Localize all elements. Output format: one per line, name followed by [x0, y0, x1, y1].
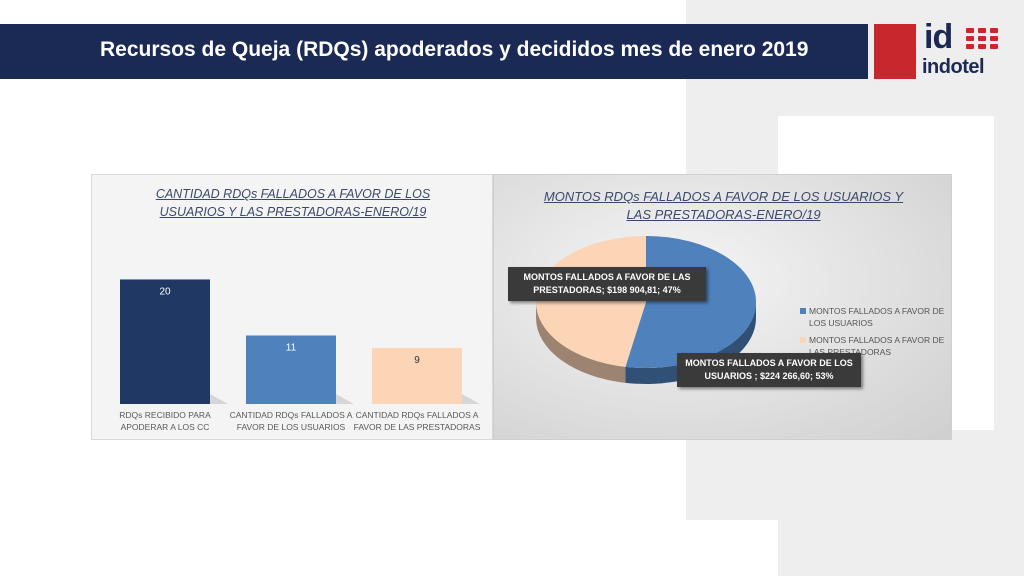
- bar-shadow: [210, 394, 228, 404]
- title-banner: [0, 24, 868, 79]
- legend-label-line-2: LAS PRESTADORAS: [809, 347, 892, 357]
- pie-legend: MONTOS FALLADOS A FAVOR DE LOS USUARIOS …: [800, 305, 950, 363]
- pie-chart-panel: MONTOS RDQs FALLADOS A FAVOR DE LOS USUA…: [493, 174, 952, 440]
- category-label: CANTIDAD RDQs FALLADOS A: [230, 410, 353, 420]
- pie-slice-side: [536, 302, 626, 383]
- logo-mark: id: [924, 18, 953, 56]
- callout-line-2: PRESTADORAS; $198 904,81; 47%: [533, 285, 681, 295]
- bar-data-label: 9: [414, 355, 420, 366]
- pie-chart-title-line-2: LAS PRESTADORAS-ENERO/19: [626, 207, 821, 222]
- category-label: CANTIDAD RDQs FALLADOS A: [356, 410, 479, 420]
- category-label: RDQs RECIBIDO PARA: [119, 410, 211, 420]
- pie-chart-title-line-1: MONTOS RDQs FALLADOS A FAVOR DE LOS USUA…: [543, 189, 904, 204]
- legend-swatch: [800, 308, 806, 314]
- callout-usuarios: MONTOS FALLADOS A FAVOR DE LOS USUARIOS …: [677, 353, 861, 387]
- bar-shadow: [336, 394, 354, 404]
- category-label: APODERAR A LOS CC: [121, 422, 210, 432]
- legend-label-line-1: MONTOS FALLADOS A FAVOR DE: [809, 335, 945, 345]
- category-label: FAVOR DE LOS USUARIOS: [237, 422, 346, 432]
- bar: [246, 335, 336, 404]
- legend-item-usuarios: MONTOS FALLADOS A FAVOR DE LOS USUARIOS: [800, 305, 950, 329]
- bar-data-label: 11: [286, 343, 297, 354]
- legend-label-line-1: MONTOS FALLADOS A FAVOR DE: [809, 306, 945, 316]
- category-label: FAVOR DE LAS PRESTADORAS: [354, 422, 481, 432]
- bar-shadow: [462, 394, 480, 404]
- bar-chart-title-line-1: CANTIDAD RDQs FALLADOS A FAVOR DE LOS: [155, 187, 431, 201]
- bar: [372, 347, 462, 404]
- logo-red-block: [874, 24, 916, 79]
- bar-chart-title-line-2: USUARIOS Y LAS PRESTADORAS-ENERO/19: [159, 205, 427, 219]
- bar-chart: 20 RDQs RECIBIDO PARA APODERAR A LOS CC 11 C…: [119, 279, 481, 432]
- legend-label-line-2: LOS USUARIOS: [809, 318, 873, 328]
- bar-chart-panel: CANTIDAD RDQs FALLADOS A FAVOR DE LOS US…: [91, 174, 493, 440]
- callout-prestadoras: MONTOS FALLADOS A FAVOR DE LAS PRESTADOR…: [508, 267, 706, 301]
- callout-line-2: USUARIOS ; $224 266,60; 53%: [704, 371, 834, 381]
- slide-title: Recursos de Queja (RDQs) apoderados y de…: [100, 38, 809, 61]
- background-panel: [778, 430, 1024, 576]
- callout-line-1: MONTOS FALLADOS A FAVOR DE LAS: [523, 272, 691, 282]
- legend-swatch: [800, 337, 806, 343]
- logo-wordmark: indotel: [922, 56, 985, 78]
- bar-data-label: 20: [159, 286, 171, 297]
- bar: [120, 279, 210, 404]
- background-panel: [994, 116, 1024, 576]
- logo-grid-icon: [964, 28, 1000, 50]
- callout-line-1: MONTOS FALLADOS A FAVOR DE LOS: [685, 358, 853, 368]
- legend-item-prestadoras: MONTOS FALLADOS A FAVOR DE LAS PRESTADOR…: [800, 334, 950, 358]
